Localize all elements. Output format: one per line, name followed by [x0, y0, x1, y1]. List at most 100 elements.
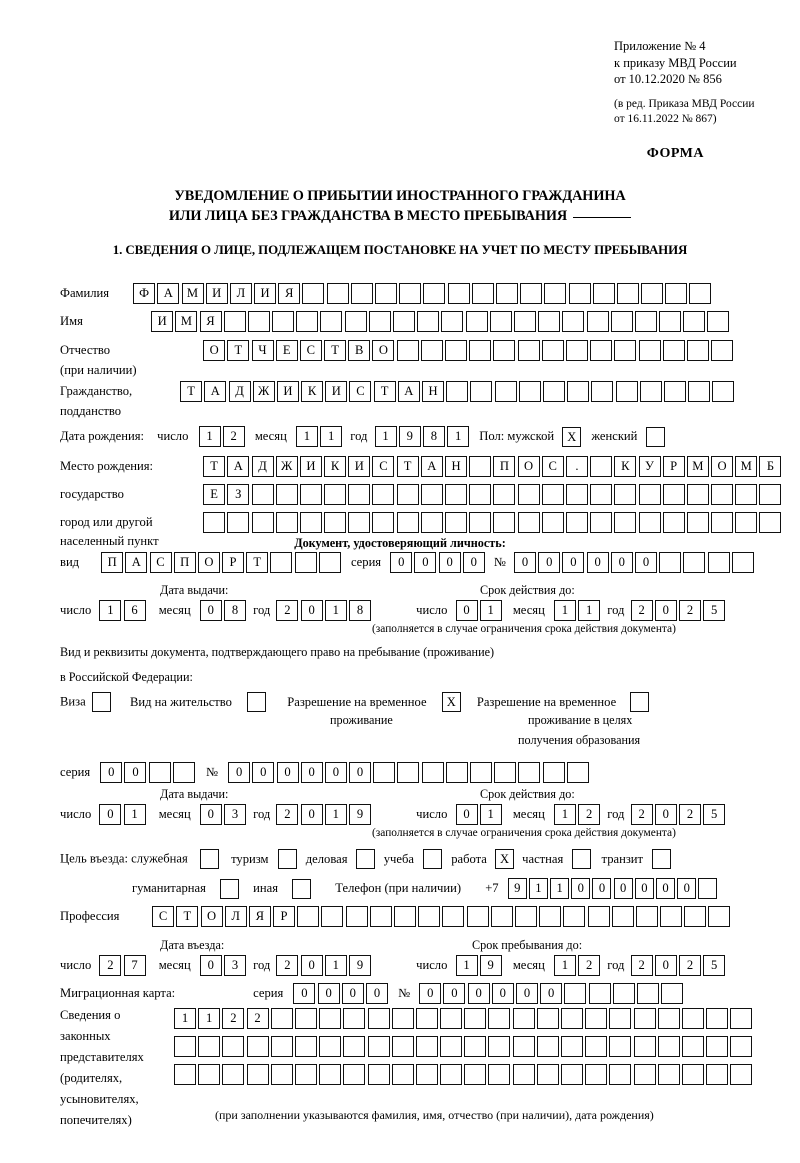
char-cell[interactable] — [541, 340, 564, 361]
char-cell[interactable] — [730, 1036, 753, 1057]
char-cell[interactable] — [586, 311, 609, 332]
char-cell[interactable] — [544, 283, 567, 304]
char-cell[interactable] — [319, 1036, 342, 1057]
char-cell[interactable]: М — [175, 311, 198, 332]
char-cell[interactable]: Т — [373, 381, 396, 402]
char-cell[interactable] — [759, 484, 782, 505]
char-cell[interactable]: 0 — [324, 762, 347, 783]
char-cell[interactable] — [493, 484, 516, 505]
char-cell[interactable] — [681, 1036, 704, 1057]
char-cell[interactable] — [350, 283, 373, 304]
char-cell[interactable] — [609, 1036, 632, 1057]
char-cell[interactable] — [541, 484, 564, 505]
char-cell[interactable]: А — [125, 552, 148, 573]
char-cell[interactable] — [735, 484, 758, 505]
char-cell[interactable]: Я — [278, 283, 301, 304]
char-cell[interactable]: О — [711, 456, 734, 477]
char-cell[interactable] — [174, 1064, 196, 1085]
char-cell[interactable] — [614, 340, 637, 361]
char-cell[interactable] — [324, 512, 347, 533]
char-cell[interactable] — [494, 762, 517, 783]
char-cell[interactable] — [566, 762, 589, 783]
char-cell[interactable]: З — [227, 484, 250, 505]
purpose-study-checkbox[interactable] — [423, 849, 443, 869]
char-cell[interactable] — [297, 906, 320, 927]
sex-female-checkbox[interactable] — [645, 426, 665, 447]
char-cell[interactable]: И — [299, 456, 322, 477]
char-cell[interactable] — [446, 381, 469, 402]
char-cell[interactable] — [585, 1008, 608, 1029]
char-cell[interactable] — [222, 1036, 245, 1057]
char-cell[interactable]: О — [203, 340, 226, 361]
char-cell[interactable]: П — [173, 552, 196, 573]
char-cell[interactable] — [567, 381, 590, 402]
char-cell[interactable]: Т — [203, 456, 226, 477]
char-cell[interactable] — [614, 512, 637, 533]
char-cell[interactable] — [320, 311, 343, 332]
char-cell[interactable] — [636, 983, 659, 1004]
char-cell[interactable] — [470, 762, 493, 783]
char-cell[interactable] — [367, 1064, 390, 1085]
char-cell[interactable]: К — [324, 456, 347, 477]
char-cell[interactable]: 2 — [246, 1008, 269, 1029]
char-cell[interactable] — [711, 512, 734, 533]
char-cell[interactable] — [711, 484, 734, 505]
char-cell[interactable] — [662, 512, 685, 533]
char-cell[interactable] — [415, 1036, 438, 1057]
char-cell[interactable] — [517, 484, 540, 505]
char-cell[interactable] — [464, 1064, 487, 1085]
char-cell[interactable] — [657, 1008, 680, 1029]
char-cell[interactable]: 0 — [462, 552, 485, 573]
char-cell[interactable] — [375, 283, 397, 304]
char-cell[interactable]: 1 — [123, 804, 146, 825]
char-cell[interactable] — [367, 1008, 390, 1029]
char-cell[interactable] — [611, 906, 634, 927]
char-cell[interactable] — [294, 552, 317, 573]
char-cell[interactable] — [343, 1036, 366, 1057]
char-cell[interactable]: С — [152, 906, 175, 927]
char-cell[interactable] — [423, 283, 446, 304]
char-cell[interactable]: П — [101, 552, 124, 573]
char-cell[interactable] — [421, 762, 444, 783]
char-cell[interactable]: 0 — [317, 983, 340, 1004]
char-cell[interactable]: 6 — [123, 600, 146, 621]
char-cell[interactable]: 9 — [398, 426, 421, 447]
char-cell[interactable]: А — [157, 283, 180, 304]
char-cell[interactable]: 0 — [491, 983, 514, 1004]
char-cell[interactable]: 1 — [324, 600, 347, 621]
char-cell[interactable]: А — [420, 456, 443, 477]
char-cell[interactable] — [420, 512, 443, 533]
temp-residence-edu-checkbox[interactable] — [630, 692, 650, 712]
char-cell[interactable] — [367, 1036, 390, 1057]
char-cell[interactable]: 2 — [630, 804, 653, 825]
char-cell[interactable]: 8 — [422, 426, 445, 447]
char-cell[interactable]: 0 — [610, 552, 633, 573]
char-cell[interactable]: И — [151, 311, 174, 332]
char-cell[interactable] — [393, 311, 415, 332]
char-cell[interactable]: Л — [229, 283, 252, 304]
char-cell[interactable]: П — [493, 456, 516, 477]
char-cell[interactable]: 0 — [514, 552, 537, 573]
char-cell[interactable] — [440, 1008, 463, 1029]
char-cell[interactable]: . — [565, 456, 588, 477]
char-cell[interactable] — [634, 311, 657, 332]
char-cell[interactable]: 3 — [224, 955, 246, 976]
char-cell[interactable] — [588, 983, 611, 1004]
char-cell[interactable]: О — [517, 456, 540, 477]
char-cell[interactable] — [223, 311, 246, 332]
char-cell[interactable] — [296, 311, 319, 332]
char-cell[interactable] — [391, 1008, 414, 1029]
char-cell[interactable] — [759, 512, 782, 533]
char-cell[interactable] — [518, 762, 541, 783]
char-cell[interactable] — [396, 512, 419, 533]
char-cell[interactable] — [348, 512, 371, 533]
char-cell[interactable] — [657, 1036, 680, 1057]
purpose-transit-checkbox[interactable] — [652, 849, 672, 869]
